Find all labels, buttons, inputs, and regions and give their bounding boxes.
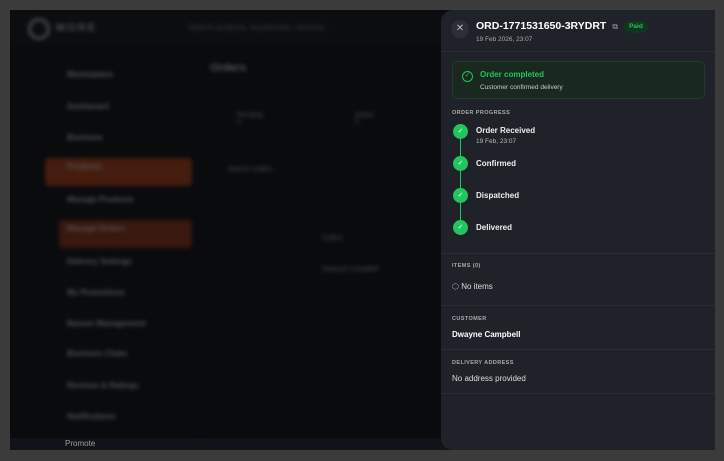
sidebar-item-products[interactable]: Products — [45, 158, 192, 186]
order-detail-panel: ✕ ORD-1771531650-3RYDRT ⧉ Paid 19 Feb 20… — [441, 10, 715, 450]
step-time: 19 Feb, 23:07 — [476, 138, 517, 145]
stat-card-pending: Pending 0 — [210, 97, 310, 147]
orders-search-input[interactable]: Search orders... — [228, 166, 278, 173]
sidebar-item-dashboard[interactable]: Dashboard — [67, 102, 109, 111]
table-row-customer[interactable]: Dwayne Campbell — [322, 266, 379, 273]
step-label: Confirmed — [476, 159, 516, 168]
check-icon: ✓ — [453, 188, 468, 203]
global-search[interactable]: Search products, businesses, services... — [188, 23, 332, 32]
sidebar-item-marketplace[interactable]: Marketplace — [67, 70, 114, 79]
check-icon: ✓ — [453, 220, 468, 235]
sidebar-item-manage-products[interactable]: Manage Products — [67, 195, 134, 204]
copy-icon[interactable]: ⧉ — [612, 22, 619, 31]
step-label: Delivered — [476, 223, 513, 232]
address-value: No address provided — [452, 374, 526, 383]
address-label: DELIVERY ADDRESS — [452, 360, 514, 366]
sidebar-item-business-chats[interactable]: Business Chats — [67, 349, 128, 358]
order-header: ORD-1771531650-3RYDRT ⧉ Paid — [476, 20, 648, 33]
progress-label: ORDER PROGRESS — [452, 110, 511, 116]
check-circle-icon: ✓ — [462, 71, 473, 82]
table-row-customer[interactable]: Collins — [322, 235, 344, 242]
payment-badge: Paid — [624, 20, 648, 33]
sidebar-item-reviews[interactable]: Reviews & Ratings — [67, 381, 139, 390]
stat-label: Pending — [237, 112, 263, 119]
sidebar-item-business[interactable]: Business — [67, 133, 103, 142]
sidebar: Marketplace Dashboard Business Products … — [37, 60, 200, 450]
stat-card-active: Active 0 — [328, 97, 428, 147]
order-date: 19 Feb 2026, 23:07 — [476, 36, 533, 43]
sidebar-item-notifications[interactable]: Notifications — [67, 412, 116, 421]
items-empty: ⬡ No items — [452, 282, 493, 291]
package-icon: ⬡ — [452, 282, 459, 291]
order-id: ORD-1771531650-3RYDRT — [476, 20, 607, 32]
sidebar-item-banner-management[interactable]: Banner Management — [67, 319, 146, 328]
sidebar-item-promote[interactable]: Promote — [65, 439, 96, 448]
divider — [441, 349, 715, 350]
logo-icon — [28, 18, 50, 40]
items-label: ITEMS (0) — [452, 263, 481, 269]
sidebar-item-manage-orders[interactable]: Manage Orders — [59, 220, 192, 248]
step-label: Order Received — [476, 126, 536, 135]
stat-label: Active — [355, 112, 375, 119]
stat-value: 0 — [237, 119, 241, 126]
divider — [441, 51, 715, 52]
stat-value: 0 — [355, 119, 359, 126]
sidebar-item-my-promotions[interactable]: My Promotions — [67, 288, 125, 297]
status-banner: ✓ Order completed Customer confirmed del… — [452, 61, 705, 99]
step-label: Dispatched — [476, 191, 520, 200]
divider — [441, 393, 715, 394]
items-empty-text: No items — [461, 282, 493, 291]
close-button[interactable]: ✕ — [451, 20, 469, 38]
customer-name: Dwayne Campbell — [452, 330, 521, 339]
sidebar-item-delivery-settings[interactable]: Delivery Settings — [67, 257, 132, 266]
status-subtitle: Customer confirmed delivery — [480, 84, 563, 91]
app-window: MORE Search products, businesses, servic… — [10, 10, 715, 450]
check-icon: ✓ — [453, 156, 468, 171]
page-title: Orders — [210, 62, 247, 74]
logo-text: MORE — [56, 22, 97, 34]
check-icon: ✓ — [453, 124, 468, 139]
progress-line — [460, 138, 461, 228]
customer-label: CUSTOMER — [452, 316, 487, 322]
status-title: Order completed — [480, 70, 545, 79]
divider — [441, 305, 715, 306]
divider — [441, 253, 715, 254]
close-icon: ✕ — [455, 23, 465, 34]
